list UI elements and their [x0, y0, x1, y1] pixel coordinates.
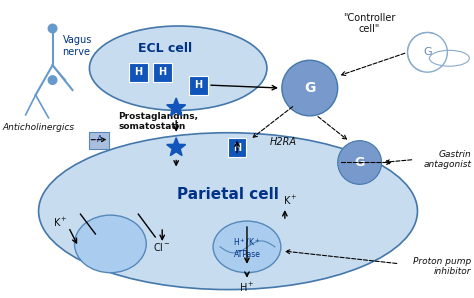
Ellipse shape — [74, 215, 146, 273]
Text: K$^+$: K$^+$ — [53, 216, 68, 229]
FancyBboxPatch shape — [129, 63, 148, 82]
Polygon shape — [167, 98, 186, 116]
Text: H$^+$: H$^+$ — [239, 281, 255, 294]
Text: Vagus
nerve: Vagus nerve — [63, 35, 92, 57]
Text: H: H — [158, 67, 166, 77]
Text: H2RA: H2RA — [270, 137, 297, 147]
Text: G: G — [355, 156, 365, 169]
Circle shape — [337, 141, 382, 184]
FancyBboxPatch shape — [189, 76, 208, 94]
Text: Parietal cell: Parietal cell — [177, 187, 279, 202]
Text: ECL cell: ECL cell — [138, 42, 192, 55]
FancyBboxPatch shape — [153, 63, 172, 82]
Text: Anticholinergics: Anticholinergics — [3, 123, 75, 132]
FancyBboxPatch shape — [228, 138, 246, 157]
Text: G: G — [423, 47, 432, 57]
Circle shape — [47, 75, 57, 85]
Ellipse shape — [213, 221, 281, 273]
Polygon shape — [167, 138, 186, 156]
Circle shape — [47, 24, 57, 33]
Text: Proton pump
inhibitor: Proton pump inhibitor — [413, 257, 471, 277]
Circle shape — [282, 60, 337, 116]
Text: Cl$^-$: Cl$^-$ — [153, 241, 171, 253]
Text: H$^+$/K$^+$: H$^+$/K$^+$ — [233, 236, 261, 248]
Text: ATPase: ATPase — [234, 250, 260, 259]
Ellipse shape — [38, 133, 418, 290]
Text: Prostaglandins,
somatostatin: Prostaglandins, somatostatin — [118, 112, 198, 131]
Text: A: A — [97, 135, 102, 144]
Ellipse shape — [90, 26, 267, 110]
Text: K$^+$: K$^+$ — [283, 194, 297, 207]
Text: H: H — [194, 80, 202, 90]
Text: Gastrin
antagonist: Gastrin antagonist — [423, 150, 471, 169]
Text: "Controller
cell": "Controller cell" — [344, 13, 396, 34]
Text: H: H — [134, 67, 142, 77]
Text: H: H — [233, 143, 241, 153]
Text: G: G — [304, 81, 316, 95]
FancyBboxPatch shape — [90, 132, 109, 149]
